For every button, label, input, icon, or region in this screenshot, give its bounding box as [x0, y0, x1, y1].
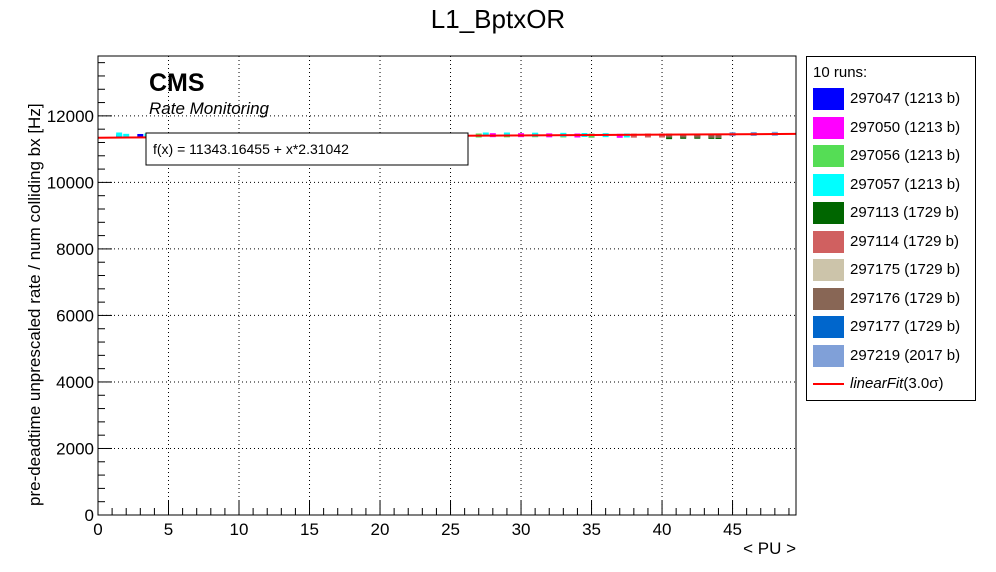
legend-swatch: [813, 230, 844, 253]
x-tick-label: 40: [653, 520, 672, 539]
legend-swatch: [813, 259, 844, 281]
legend-label: 297114 (1729 b): [850, 232, 959, 250]
legend: 10 runs: 297047 (1213 b) 297050 (1213 b) 2…: [806, 56, 976, 401]
legend-label: 297176 (1729 b): [850, 289, 961, 307]
fit-box: [145, 132, 469, 166]
x-tick-label: 45: [723, 520, 742, 539]
legend-swatch: [813, 287, 844, 310]
legend-swatch: [813, 173, 844, 196]
cms-subtitle: Rate Monitoring: [149, 99, 270, 118]
fit-formula: f(x) = 11343.16455 + x*2.31042: [153, 141, 349, 157]
y-tick-label: 10000: [47, 173, 94, 192]
y-tick-label: 0: [85, 506, 94, 525]
x-tick-label: 35: [582, 520, 601, 539]
data-point: [680, 133, 687, 138]
y-tick-label: 8000: [56, 240, 94, 259]
cms-brand: CMS: [149, 69, 205, 97]
axes: 0 5 10 15 20 25 30 35 40 45 0 2000 4000 6000 8000 10000…: [47, 62, 790, 539]
legend-entry: 297113 (1729 b): [813, 201, 973, 225]
legend-label: 297113 (1729 b): [850, 204, 959, 221]
legend-label: 297177 (1729 b): [850, 318, 961, 335]
legend-entry-fit: linearFit(3.0σ): [813, 372, 973, 396]
legend-swatch: [813, 344, 844, 367]
legend-entry: 297219 (2017 b): [813, 344, 973, 368]
y-tick-label: 12000: [47, 107, 94, 126]
data-point: [708, 133, 715, 138]
y-tick-label: 6000: [56, 306, 94, 325]
legend-fit-suffix: (3.0σ): [903, 375, 944, 392]
legend-label: 297047 (1213 b): [850, 90, 961, 107]
x-tick-label: 20: [371, 520, 390, 539]
legend-label: 297050 (1213 b): [850, 118, 961, 136]
legend-swatch: [813, 202, 844, 224]
x-tick-label: 5: [164, 520, 173, 539]
legend-swatch: [813, 316, 844, 338]
legend-entry: 297047 (1213 b): [813, 87, 973, 111]
legend-swatch: [813, 88, 844, 110]
data-point: [482, 132, 489, 137]
legend-entry: 297050 (1213 b): [813, 116, 973, 140]
x-axis-label: < PU >: [743, 539, 796, 558]
legend-swatch: [813, 116, 844, 139]
data-point: [116, 132, 123, 137]
legend-entry: 297177 (1729 b): [813, 315, 973, 339]
data-point: [123, 133, 130, 138]
y-tick-label: 4000: [56, 373, 94, 392]
y-tick-label: 2000: [56, 439, 94, 458]
x-tick-label: 25: [441, 520, 460, 539]
legend-entry: 297175 (1729 b): [813, 258, 973, 282]
grid-lines: [98, 56, 796, 515]
legend-label: 297057 (1213 b): [850, 175, 961, 193]
data-point: [137, 133, 144, 138]
x-tick-label: 15: [300, 520, 319, 539]
legend-entry: 297056 (1213 b): [813, 144, 973, 168]
legend-fit-name: linearFit: [850, 375, 904, 392]
plot-frame: [97, 55, 797, 516]
data-point: [694, 133, 701, 138]
legend-entry: 297176 (1729 b): [813, 287, 973, 311]
legend-label: 297219 (2017 b): [850, 346, 961, 364]
legend-entry: 297114 (1729 b): [813, 230, 973, 254]
chart-title: L1_BptxOR: [430, 4, 566, 34]
legend-swatch: [813, 145, 844, 167]
legend-entry: 297057 (1213 b): [813, 173, 973, 197]
legend-label: 297175 (1729 b): [850, 261, 961, 278]
x-tick-label: 30: [512, 520, 531, 539]
data-point: [715, 133, 722, 138]
legend-fit-line: [813, 383, 844, 385]
y-axis-label: pre-deadtime unprescaled rate / num coll…: [25, 103, 44, 506]
legend-header: 10 runs:: [813, 64, 868, 81]
x-tick-label: 10: [230, 520, 249, 539]
x-tick-label: 0: [93, 520, 102, 539]
legend-fit-label: linearFit(3.0σ): [850, 375, 943, 392]
legend-label: 297056 (1213 b): [850, 147, 961, 164]
